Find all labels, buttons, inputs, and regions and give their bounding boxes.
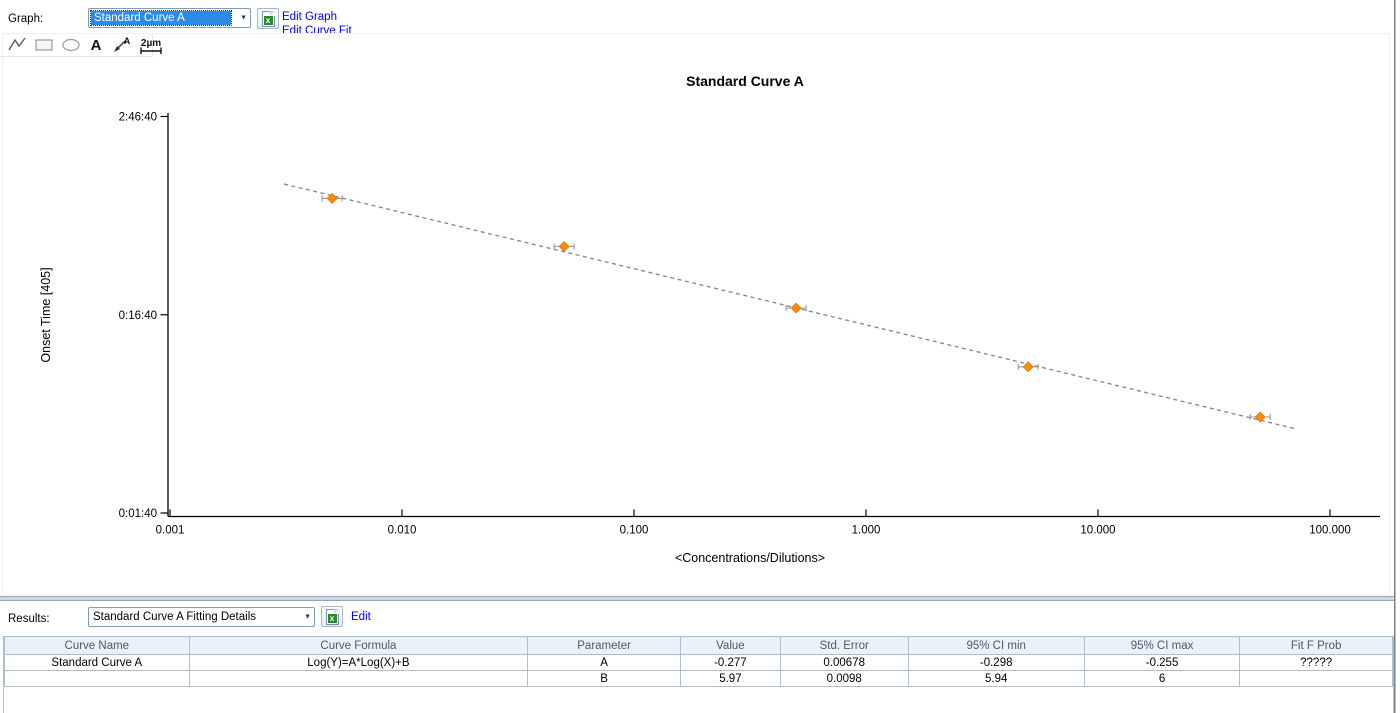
data-point[interactable] xyxy=(790,302,802,314)
edit-curve-fit-link[interactable]: Edit Curve Fit xyxy=(282,25,352,37)
x-tick-label: 0.010 xyxy=(388,525,417,537)
arrow-annotation-tool-icon[interactable]: A xyxy=(111,35,131,55)
graph-dropdown[interactable]: Standard Curve A ▼ xyxy=(88,8,251,28)
chart-panel xyxy=(2,33,1390,595)
window-right-border xyxy=(1394,0,1396,713)
table-cell: 0.00678 xyxy=(779,654,909,671)
data-point[interactable] xyxy=(558,241,570,252)
excel-x-icon: x xyxy=(327,613,337,623)
export-results-to-excel-button[interactable]: x xyxy=(321,606,343,627)
column-header: Value xyxy=(679,636,781,655)
column-header: Std. Error xyxy=(779,636,909,655)
table-cell: ????? xyxy=(1239,654,1393,671)
table-row: Standard Curve A Log(Y)=A*Log(X)+B A -0.277… xyxy=(4,654,1393,671)
results-dropdown-value: Standard Curve A Fitting Details xyxy=(93,611,256,623)
x-tick-label: 0.100 xyxy=(620,525,649,537)
column-header: 95% CI max xyxy=(1083,636,1241,655)
excel-export-icon: x xyxy=(261,10,275,27)
edit-graph-link[interactable]: Edit Graph xyxy=(282,11,337,23)
y-tick-label: 2:46:40 xyxy=(119,112,157,124)
table-cell: 0.0098 xyxy=(779,670,909,687)
svg-text:A: A xyxy=(124,36,131,46)
data-point[interactable] xyxy=(326,193,338,204)
excel-export-icon: x xyxy=(325,608,339,625)
results-table-container: Curve Name Curve Formula Parameter Value Std… xyxy=(3,636,1394,713)
table-cell: 6 xyxy=(1083,670,1241,687)
standard-curve-plot: 2:46:40 0:16:40 0:01:40 0.001 0.010 0.100 1.00… xyxy=(119,112,1380,537)
table-cell: -0.298 xyxy=(907,654,1085,671)
svg-text:2µm: 2µm xyxy=(141,38,161,49)
table-cell: -0.277 xyxy=(679,654,781,671)
column-header: Curve Formula xyxy=(188,636,529,655)
y-tick-label: 0:01:40 xyxy=(119,508,157,520)
graph-dropdown-value: Standard Curve A xyxy=(90,10,232,26)
excel-x-icon: x xyxy=(263,15,273,25)
rectangle-tool-icon[interactable] xyxy=(34,35,54,55)
y-axis-label: Onset Time [405] xyxy=(39,267,53,363)
data-point[interactable] xyxy=(1022,361,1034,373)
table-cell xyxy=(1239,670,1393,687)
ellipse-tool-icon[interactable] xyxy=(61,35,81,55)
table-row: B 5.97 0.0098 5.94 6 xyxy=(4,670,1393,687)
table-cell xyxy=(188,670,529,687)
table-cell xyxy=(4,670,190,687)
x-tick-label: 1.000 xyxy=(852,525,881,537)
table-header-row: Curve Name Curve Formula Parameter Value Std… xyxy=(4,636,1393,655)
table-cell: A xyxy=(527,654,681,671)
table-cell: 5.94 xyxy=(907,670,1085,687)
table-cell: B xyxy=(527,670,681,687)
results-table: Curve Name Curve Formula Parameter Value Std… xyxy=(4,636,1393,687)
x-tick-label: 0.001 xyxy=(156,525,185,537)
y-tick-label: 0:16:40 xyxy=(119,310,157,322)
scale-bar-tool-icon[interactable]: 2µm xyxy=(138,35,164,55)
data-point[interactable] xyxy=(1254,411,1266,423)
graph-selector-label: Graph: xyxy=(8,13,44,25)
column-header: Parameter xyxy=(527,636,681,655)
chevron-down-icon[interactable]: ▼ xyxy=(304,613,311,621)
chart-title: Standard Curve A xyxy=(686,73,804,89)
export-to-excel-button[interactable]: x xyxy=(257,8,279,29)
svg-text:A: A xyxy=(91,37,102,54)
annotation-toolbar: A A 2µm xyxy=(0,33,162,57)
text-tool-icon[interactable]: A xyxy=(88,35,104,55)
edit-results-link[interactable]: Edit xyxy=(351,611,371,623)
results-dropdown[interactable]: Standard Curve A Fitting Details ▼ xyxy=(88,607,315,627)
x-tick-label: 10.000 xyxy=(1080,525,1115,537)
column-header: 95% CI min xyxy=(907,636,1085,655)
column-header: Fit F Prob xyxy=(1239,636,1393,655)
fit-line xyxy=(283,183,1298,430)
x-axis-label: <Concentrations/Dilutions> xyxy=(674,551,826,565)
table-cell: Standard Curve A xyxy=(4,654,190,671)
x-tick-label: 100.000 xyxy=(1309,525,1351,537)
polyline-tool-icon[interactable] xyxy=(7,35,27,55)
table-cell: -0.255 xyxy=(1083,654,1241,671)
results-selector-label: Results: xyxy=(8,613,50,625)
chevron-down-icon[interactable]: ▼ xyxy=(240,14,247,22)
table-cell: Log(Y)=A*Log(X)+B xyxy=(188,654,529,671)
horizontal-splitter[interactable] xyxy=(0,596,1394,601)
column-header: Curve Name xyxy=(4,636,190,655)
table-cell: 5.97 xyxy=(679,670,781,687)
